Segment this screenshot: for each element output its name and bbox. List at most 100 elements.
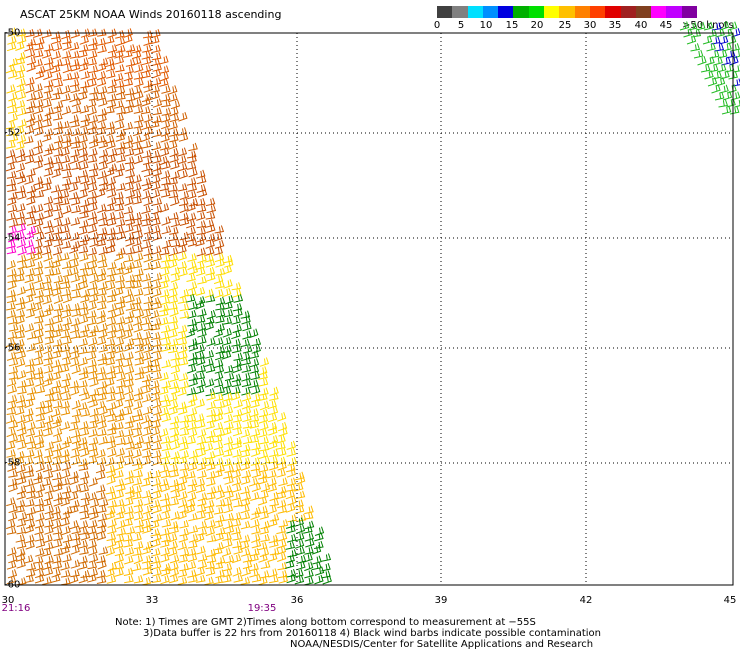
wind-barb bbox=[15, 296, 25, 306]
wind-barb bbox=[24, 358, 35, 367]
wind-barb bbox=[124, 574, 134, 584]
wind-barb bbox=[729, 55, 739, 66]
wind-barb bbox=[80, 118, 90, 128]
wind-barb bbox=[59, 275, 70, 285]
wind-barb bbox=[231, 518, 242, 527]
wind-barb bbox=[34, 574, 45, 584]
wind-barb bbox=[143, 196, 153, 207]
wind-barb bbox=[115, 274, 125, 283]
wind-barb bbox=[87, 560, 98, 570]
wind-barb bbox=[232, 427, 243, 437]
wind-barb bbox=[60, 120, 70, 129]
wind-barb bbox=[223, 538, 233, 549]
wind-barb bbox=[71, 456, 81, 466]
wind-barb bbox=[134, 371, 145, 381]
wind-barb bbox=[152, 204, 163, 215]
wind-barb bbox=[69, 114, 79, 124]
wind-barb bbox=[278, 519, 289, 528]
wind-barb bbox=[96, 336, 107, 346]
wind-barb bbox=[161, 239, 172, 249]
wind-barb bbox=[269, 574, 279, 584]
wind-barb bbox=[314, 540, 324, 549]
wind-barb bbox=[231, 386, 241, 395]
wind-barb bbox=[169, 456, 180, 466]
wind-barb bbox=[15, 140, 25, 151]
wind-barb bbox=[151, 469, 162, 479]
wind-barb bbox=[78, 526, 89, 536]
wind-barb bbox=[60, 154, 71, 164]
wind-barb bbox=[5, 162, 16, 172]
wind-barb bbox=[80, 491, 91, 501]
wind-barb bbox=[214, 252, 225, 263]
wind-barb bbox=[53, 314, 63, 324]
wind-barb bbox=[87, 106, 97, 116]
wind-barb bbox=[170, 160, 180, 170]
wind-barb bbox=[214, 532, 224, 542]
wind-barb bbox=[79, 483, 90, 493]
wind-barb bbox=[257, 496, 268, 506]
wind-barb bbox=[152, 287, 162, 298]
wind-barb bbox=[33, 475, 43, 485]
wind-barb bbox=[195, 260, 205, 271]
wind-barb bbox=[251, 574, 262, 583]
wind-barb bbox=[188, 265, 199, 275]
wind-barb bbox=[51, 35, 62, 45]
wind-barb bbox=[7, 98, 17, 109]
wind-barb bbox=[133, 287, 144, 297]
wind-barb bbox=[123, 28, 133, 38]
wind-barb bbox=[124, 546, 135, 556]
wind-barb bbox=[16, 370, 27, 380]
wind-barb bbox=[115, 120, 125, 130]
wind-barb bbox=[304, 532, 315, 542]
wind-barb bbox=[24, 211, 35, 220]
wind-barb bbox=[88, 202, 98, 213]
wind-barb bbox=[205, 567, 216, 577]
wind-barb bbox=[143, 302, 153, 311]
wind-barb bbox=[52, 72, 62, 81]
wind-barb bbox=[106, 227, 116, 236]
lat-tick-56: -56 bbox=[4, 342, 21, 354]
wind-barb bbox=[44, 372, 54, 382]
wind-barb bbox=[61, 105, 72, 116]
wind-barb bbox=[132, 532, 142, 542]
wind-barb bbox=[185, 499, 196, 508]
wind-barb bbox=[178, 405, 188, 415]
wind-barb bbox=[223, 448, 233, 457]
wind-barb bbox=[86, 267, 97, 277]
wind-barb bbox=[159, 371, 169, 381]
wind-barb bbox=[286, 477, 297, 487]
wind-barb bbox=[179, 420, 190, 430]
wind-barb bbox=[240, 534, 251, 543]
wind-barb bbox=[124, 385, 134, 396]
wind-barb bbox=[70, 559, 81, 569]
wind-barb bbox=[213, 407, 224, 417]
wind-barb bbox=[152, 154, 162, 164]
wind-barb bbox=[168, 315, 178, 324]
wind-barb bbox=[214, 457, 224, 466]
wind-barb bbox=[141, 351, 152, 362]
wind-barb bbox=[197, 275, 207, 285]
wind-barb bbox=[7, 225, 17, 235]
wind-barb bbox=[251, 447, 261, 457]
wind-barb bbox=[23, 554, 34, 564]
wind-barb bbox=[294, 517, 304, 527]
wind-barb bbox=[152, 567, 162, 577]
wind-barb bbox=[15, 125, 25, 135]
wind-barb bbox=[79, 427, 90, 437]
wind-barb bbox=[35, 385, 46, 394]
wind-barb bbox=[123, 121, 134, 131]
wind-barb bbox=[16, 51, 26, 61]
wind-barb bbox=[726, 35, 737, 45]
wind-barb bbox=[70, 303, 81, 312]
wind-barb bbox=[213, 393, 224, 402]
wind-barb bbox=[44, 225, 55, 235]
wind-barb bbox=[43, 84, 54, 94]
wind-barb bbox=[70, 330, 81, 339]
wind-barb bbox=[107, 518, 117, 528]
wind-barb bbox=[277, 421, 288, 432]
wind-barb bbox=[69, 92, 79, 103]
wind-barb bbox=[97, 108, 107, 117]
wind-barb bbox=[24, 154, 35, 165]
colorbar-swatch bbox=[666, 6, 682, 18]
wind-barb bbox=[178, 357, 189, 366]
